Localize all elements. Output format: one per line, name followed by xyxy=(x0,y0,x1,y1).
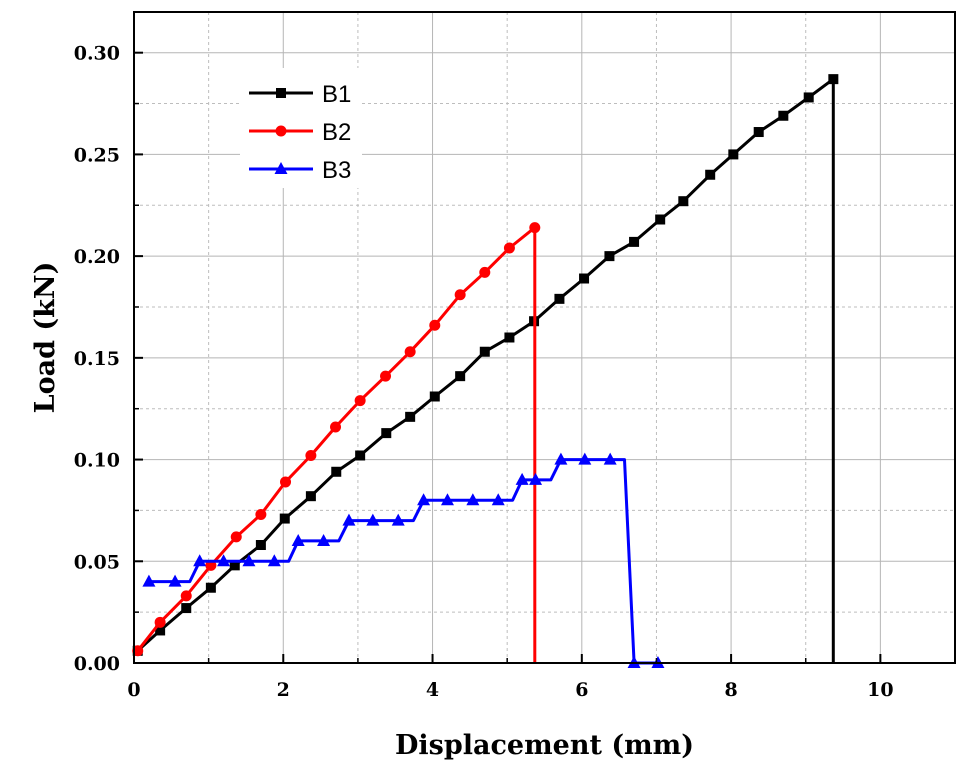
data-point-square xyxy=(629,236,640,247)
data-point-circle xyxy=(503,242,515,254)
data-point-triangle xyxy=(366,513,380,526)
data-point-square xyxy=(181,603,192,614)
legend-item-b3: B3 xyxy=(249,157,351,184)
data-point-circle xyxy=(275,125,287,137)
data-point-square xyxy=(205,582,216,593)
data-point-triangle xyxy=(291,533,305,546)
data-point-circle xyxy=(454,289,466,301)
plot-series xyxy=(132,74,839,668)
data-point-square xyxy=(579,273,590,284)
data-point-circle xyxy=(230,531,242,543)
data-point-square xyxy=(331,466,342,477)
data-point-square xyxy=(655,214,666,225)
x-tick-label: 8 xyxy=(724,679,737,701)
legend-label: B1 xyxy=(322,81,351,108)
data-point-square xyxy=(276,88,286,98)
data-point-triangle xyxy=(274,162,288,174)
data-point-triangle xyxy=(578,452,592,465)
series-line xyxy=(148,458,658,665)
data-point-square xyxy=(255,540,266,551)
legend-item-b2: B2 xyxy=(249,119,351,146)
data-point-square xyxy=(803,92,814,103)
data-point-square xyxy=(828,74,839,85)
data-point-circle xyxy=(180,590,192,602)
data-point-square xyxy=(778,110,789,121)
data-point-square xyxy=(229,560,240,571)
data-point-circle xyxy=(255,508,267,520)
data-point-triangle xyxy=(168,574,182,587)
data-point-square xyxy=(155,625,166,636)
data-point-triangle xyxy=(491,493,505,506)
y-tick-label: 0.10 xyxy=(74,450,120,472)
x-tick-label: 2 xyxy=(277,679,290,701)
data-point-square xyxy=(305,491,316,502)
data-point-square xyxy=(728,149,739,160)
data-point-triangle xyxy=(554,452,568,465)
data-point-circle xyxy=(354,395,366,407)
legend-item-b1: B1 xyxy=(249,81,351,108)
data-point-triangle xyxy=(515,472,529,485)
series-b2 xyxy=(132,222,541,663)
data-point-square xyxy=(705,169,716,180)
data-point-triangle xyxy=(142,574,156,587)
data-point-square xyxy=(429,391,440,402)
data-point-triangle xyxy=(603,452,617,465)
data-point-square xyxy=(554,293,565,304)
y-tick-label: 0.20 xyxy=(74,246,120,268)
y-tick-label: 0.15 xyxy=(74,348,120,370)
axis-ticks: 0 2 4 6 8 10 0.00 0.05 0.10 0.15 0.20 0.25 0.30 xyxy=(74,43,956,701)
legend: B1 B2 B3 xyxy=(240,68,362,188)
data-point-square xyxy=(678,196,689,207)
data-point-square xyxy=(753,127,764,138)
x-tick-label: 4 xyxy=(426,679,439,701)
series-b3 xyxy=(142,452,665,668)
data-point-triangle xyxy=(317,533,331,546)
data-point-circle xyxy=(479,266,491,278)
data-point-circle xyxy=(305,449,317,461)
data-point-circle xyxy=(154,616,166,628)
data-point-triangle xyxy=(342,513,356,526)
data-point-triangle xyxy=(466,493,480,506)
data-point-square xyxy=(381,428,392,439)
y-tick-label: 0.05 xyxy=(74,551,120,573)
legend-label: B3 xyxy=(322,157,351,184)
data-point-triangle xyxy=(193,554,207,567)
y-tick-label: 0.00 xyxy=(74,653,120,675)
data-point-triangle xyxy=(242,554,256,567)
data-point-triangle xyxy=(267,554,281,567)
x-axis-title: Displacement (mm) xyxy=(395,730,694,761)
data-point-triangle xyxy=(529,472,543,485)
data-point-square xyxy=(405,411,416,422)
data-point-square xyxy=(455,371,466,382)
data-point-circle xyxy=(280,476,292,488)
data-point-square xyxy=(279,513,290,524)
data-point-circle xyxy=(380,370,392,382)
series-b1 xyxy=(132,74,839,663)
y-tick-label: 0.25 xyxy=(74,144,120,166)
x-tick-label: 6 xyxy=(575,679,588,701)
data-point-square xyxy=(479,346,490,357)
data-point-triangle xyxy=(417,493,431,506)
plot-frame xyxy=(133,11,956,664)
data-point-square xyxy=(504,332,515,343)
data-point-triangle xyxy=(391,513,405,526)
data-point-circle xyxy=(404,346,416,358)
data-point-square xyxy=(604,251,615,262)
x-tick-label: 0 xyxy=(127,679,140,701)
data-point-triangle xyxy=(217,554,231,567)
x-tick-label: 10 xyxy=(867,679,893,701)
data-point-circle xyxy=(429,319,441,331)
legend-label: B2 xyxy=(322,119,351,146)
data-point-square xyxy=(355,450,366,461)
data-point-circle xyxy=(330,421,342,433)
data-point-circle xyxy=(529,222,541,234)
y-axis-title: Load (kN) xyxy=(30,262,61,414)
y-tick-label: 0.30 xyxy=(74,43,120,65)
series-line xyxy=(136,226,537,663)
data-point-triangle xyxy=(440,493,454,506)
